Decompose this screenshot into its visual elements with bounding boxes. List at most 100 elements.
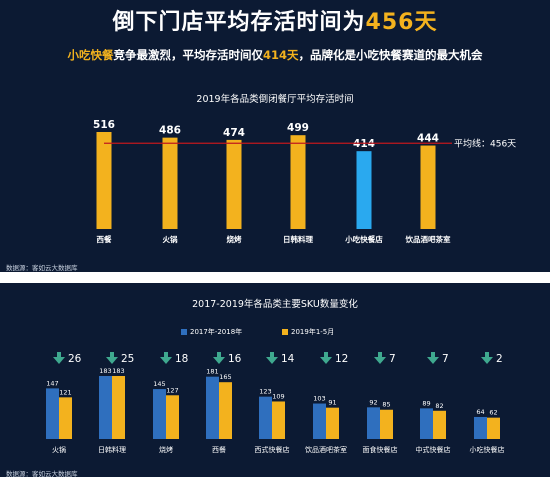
legend-item-series-2: 2019年1-5月 [282,327,334,337]
sku-bar [326,407,339,439]
survival-chart-title: 2019年各品类倒闭餐厅平均存活时间 [196,94,354,105]
sku-category-label: 火锅 [52,445,66,454]
sku-chart-title: 2017-2019年各品类主要SKU数量变化 [192,299,358,310]
decrease-arrow-icon [481,357,493,364]
decrease-arrow-stem [164,352,168,357]
survival-category-label: 西餐 [97,234,112,244]
sku-value-label: 147 [46,379,58,387]
sku-bar [272,401,285,439]
sku-bar [153,389,166,439]
sku-decrease-label: 16 [228,353,242,365]
sku-value-label: 123 [259,388,271,396]
survival-bar [96,132,112,229]
survival-chart: 516 西餐 486 火锅 474 烧烤 499 日韩料理 414 小吃快餐店 444 饮品酒吧茶室 平… [93,119,516,244]
decrease-arrow-icon [427,357,439,364]
survival-value-label: 516 [93,119,115,131]
sku-value-label: 181 [206,368,218,376]
sku-value-label: 62 [489,409,497,417]
sku-bar [313,403,326,439]
decrease-arrow-stem [485,352,489,357]
sku-value-label: 64 [476,408,484,416]
decrease-arrow-stem [270,352,274,357]
survival-category-label: 日韩料理 [283,234,313,244]
sku-value-label: 109 [272,392,284,400]
sku-decrease-label: 12 [335,353,348,365]
bottom-data-source: 数据源：客如云大数据库 [6,470,78,477]
sku-value-label: 82 [435,402,443,410]
sku-bar [59,397,72,439]
survival-value-label: 486 [159,125,181,137]
sku-bar [206,376,219,439]
sku-value-label: 165 [219,373,231,381]
sku-value-label: 183 [99,367,111,375]
headline-text: 倒下门店平均存活时间为 [112,10,366,35]
sku-bar [367,407,380,439]
sku-bar [380,409,393,439]
subline-text-1: 竞争最激烈，平均存活时间仅 [113,48,263,62]
decrease-arrow-icon [53,357,65,364]
sku-category-label: 西餐 [212,445,226,454]
subline: 小吃快餐竞争最激烈，平均存活时间仅414天，品牌化是小吃快餐赛道的最大机会 [0,47,550,63]
sku-decrease-label: 7 [442,353,449,365]
decrease-arrow-stem [431,352,435,357]
sku-decrease-label: 7 [389,353,396,365]
sku-bar [420,408,433,439]
sku-bar [99,376,112,439]
sku-category-label: 西式快餐店 [255,445,290,454]
survival-value-label: 499 [287,122,309,134]
survival-value-label: 414 [353,138,375,150]
legend-label-series-2: 2019年1-5月 [291,328,335,336]
sku-value-label: 127 [166,386,178,394]
survival-bar [420,145,436,229]
survival-bar [290,135,306,229]
sku-bar [433,410,446,439]
sku-decrease-label: 14 [281,353,295,365]
sku-value-label: 92 [369,398,377,406]
survival-category-label: 小吃快餐店 [345,234,383,244]
survival-category-label: 烧烤 [227,234,242,244]
decrease-arrow-stem [217,352,221,357]
top-panel: 倒下门店平均存活时间为456天 小吃快餐竞争最激烈，平均存活时间仅414天，品牌… [0,0,550,272]
sku-category-label: 日韩料理 [98,445,126,454]
sku-value-label: 183 [112,367,124,375]
sku-decrease-label: 18 [175,353,188,365]
decrease-arrow-icon [266,357,278,364]
decrease-arrow-stem [378,352,382,357]
sku-category-label: 烧烤 [159,445,173,454]
subline-highlight-days: 414天 [262,48,299,62]
legend-item-series-1: 2017年-2018年 [181,327,242,337]
decrease-arrow-stem [324,352,328,357]
bottom-panel: 2017-2019年各品类主要SKU数量变化 2017年-2018年 2019年… [0,283,550,477]
survival-bar [226,139,242,229]
subline-text-2: ，品牌化是小吃快餐赛道的最大机会 [298,48,483,62]
sku-decrease-label: 25 [121,353,134,365]
survival-value-label: 444 [417,133,439,145]
survival-value-label: 474 [223,127,245,139]
decrease-arrow-stem [110,352,114,357]
sku-decrease-label: 26 [68,353,82,365]
decrease-arrow-icon [320,357,332,364]
headline-highlight: 456天 [365,10,438,35]
sku-value-label: 91 [328,399,336,407]
decrease-arrow-icon [106,357,118,364]
sku-value-label: 145 [153,380,165,388]
legend-label-series-1: 2017年-2018年 [190,328,243,336]
sku-decrease-label: 2 [496,353,503,365]
legend-swatch-series-1 [181,329,187,335]
sku-value-label: 103 [313,395,325,403]
headline: 倒下门店平均存活时间为456天 [0,4,550,36]
decrease-arrow-stem [57,352,61,357]
subline-highlight-category: 小吃快餐 [67,48,114,62]
sku-bar [487,417,500,439]
sku-category-label: 小吃快餐店 [470,445,505,454]
decrease-arrow-icon [160,357,172,364]
survival-category-label: 火锅 [163,234,178,244]
decrease-arrow-icon [213,357,225,364]
sku-bar [166,395,179,439]
sku-value-label: 85 [382,401,390,409]
top-data-source: 数据源：客如云大数据库 [6,264,78,272]
sku-bar [112,376,125,439]
sku-bar [219,382,232,439]
survival-bar [162,137,178,229]
